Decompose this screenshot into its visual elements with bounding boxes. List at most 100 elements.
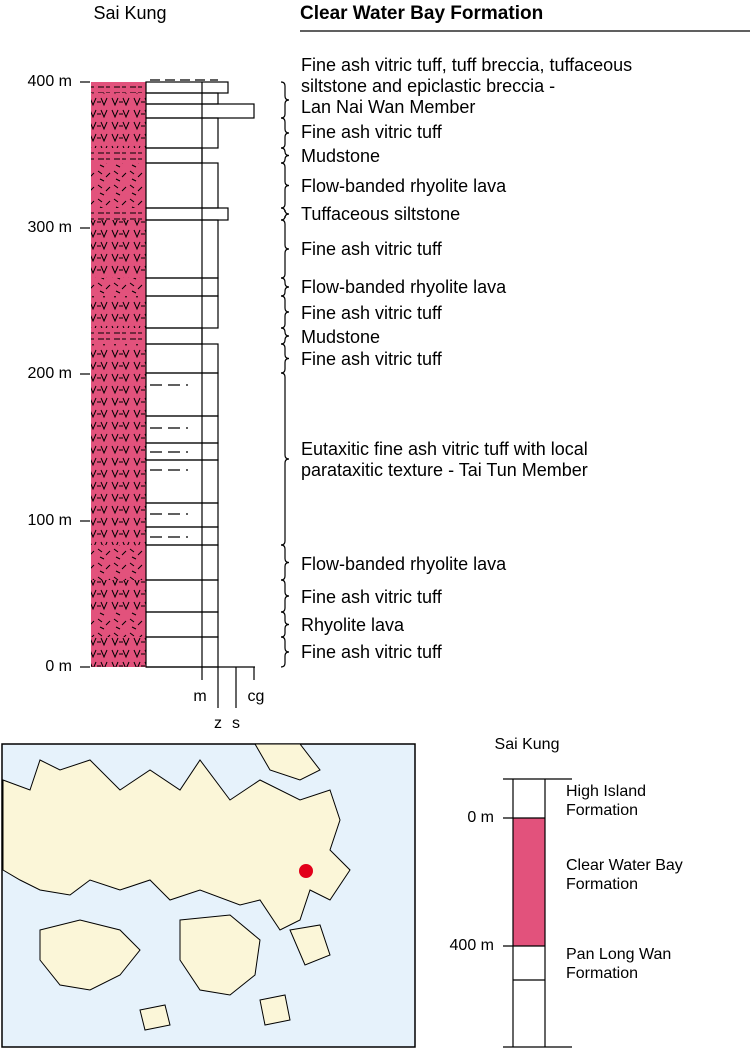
grain-box (145, 372, 219, 417)
grain-box (145, 207, 229, 221)
layer-fill (91, 373, 146, 416)
formation-title: Clear Water Bay Formation (300, 3, 543, 24)
grain-box (145, 219, 219, 279)
layer-fill (91, 148, 146, 163)
layer-fill (91, 328, 146, 344)
grain-box (145, 92, 219, 105)
brace (280, 277, 290, 297)
brace (280, 162, 290, 209)
brace (280, 295, 290, 329)
stratigraphic-column: 400 m 300 m 200 m 100 m 0 m mz scg Fine ash vit… (28, 55, 633, 732)
unit-label: Fine ash vitric tuff (301, 303, 443, 323)
depth-label: 100 m (28, 512, 72, 529)
layer-fill (91, 220, 146, 278)
unit-label: Eutaxitic fine ash vitric tuff with loca… (301, 439, 588, 459)
location-label: Sai Kung (93, 3, 166, 23)
grain-box (145, 526, 219, 546)
brace (280, 611, 290, 638)
grain-box (145, 147, 203, 164)
brace (280, 343, 290, 374)
unit-label: Fine ash vitric tuff (301, 239, 443, 259)
depth-label: 300 m (28, 219, 72, 236)
layer-fill (91, 104, 146, 118)
unit-label: Fine ash vitric tuff (301, 587, 443, 607)
brace (280, 117, 290, 149)
unit-label: Rhyolite lava (301, 615, 405, 635)
unit-label: Mudstone (301, 327, 380, 347)
grain-box (145, 103, 255, 119)
layer-fill (91, 208, 146, 220)
grain-box (145, 343, 219, 374)
unit-label: Fine ash vitric tuff (301, 642, 443, 662)
layer-fill (91, 580, 146, 612)
formation-label: Clear Water Bay (566, 857, 683, 874)
brace (280, 81, 290, 119)
brace (280, 372, 290, 546)
layer-fill (91, 344, 146, 373)
unit-label: Lan Nai Wan Member (301, 97, 475, 117)
layer-fill (91, 527, 146, 545)
unit-label: parataxitic texture - Tai Tun Member (301, 460, 588, 480)
depth-label: 400 m (28, 73, 72, 90)
unit-label: Flow-banded rhyolite lava (301, 277, 507, 297)
brace (280, 207, 290, 221)
depth-label: 0 m (45, 658, 72, 675)
grain-box (145, 277, 219, 297)
formation-label: Formation (566, 876, 638, 893)
brace (280, 544, 290, 581)
layer-fill (91, 503, 146, 527)
grain-box (145, 459, 219, 504)
grain-box (145, 117, 219, 149)
grain-box (145, 502, 219, 528)
grain-box (145, 81, 229, 94)
unit-label: Fine ash vitric tuff, tuff breccia, tuff… (301, 55, 632, 75)
location-map (1, 743, 416, 1048)
inset-location: Sai Kung (495, 736, 560, 753)
location-marker (299, 864, 313, 878)
brace (280, 636, 290, 668)
grain-box (145, 611, 219, 638)
brace (280, 147, 290, 164)
inset-column: Sai Kung 0 m 400 m High Island Formation Cle… (450, 736, 683, 1048)
unit-label: Mudstone (301, 146, 380, 166)
layer-fill (91, 416, 146, 443)
grain-size-label: cg (248, 688, 265, 705)
grain-box (145, 327, 203, 345)
grain-box (145, 636, 219, 668)
brace (280, 219, 290, 279)
formation-label: Formation (566, 802, 638, 819)
layer-fill (91, 545, 146, 580)
unit-label: Flow-banded rhyolite lava (301, 176, 507, 196)
formation-label: Pan Long Wan (566, 946, 671, 963)
layer-fill (91, 278, 146, 296)
unit-label: siltstone and epiclastic breccia - (301, 76, 555, 96)
layer-fill (91, 296, 146, 328)
layer-fill (91, 93, 146, 104)
unit-label: Fine ash vitric tuff (301, 349, 443, 369)
grain-size-label: s (232, 715, 240, 732)
grain-size-label: m (193, 688, 206, 705)
grain-box (145, 295, 219, 329)
layer-fill (91, 118, 146, 148)
layer-fill (91, 163, 146, 208)
brace (280, 327, 290, 345)
grain-box (145, 415, 219, 444)
layer-fill (91, 443, 146, 460)
unit-label: Tuffaceous siltstone (301, 204, 460, 224)
inset-depth-label: 0 m (467, 809, 494, 826)
layer-fill (91, 82, 146, 93)
layer-fill (91, 460, 146, 503)
formation-label: High Island (566, 783, 646, 800)
inset-depth-label: 400 m (450, 937, 494, 954)
grain-box (145, 544, 219, 581)
grain-box (145, 579, 219, 613)
depth-label: 200 m (28, 365, 72, 382)
unit-label: Flow-banded rhyolite lava (301, 554, 507, 574)
unit-label: Fine ash vitric tuff (301, 122, 443, 142)
grain-size-label: z (214, 715, 222, 732)
brace (280, 579, 290, 613)
formation-label: Formation (566, 965, 638, 982)
layer-fill (91, 612, 146, 637)
layer-fill (91, 637, 146, 667)
